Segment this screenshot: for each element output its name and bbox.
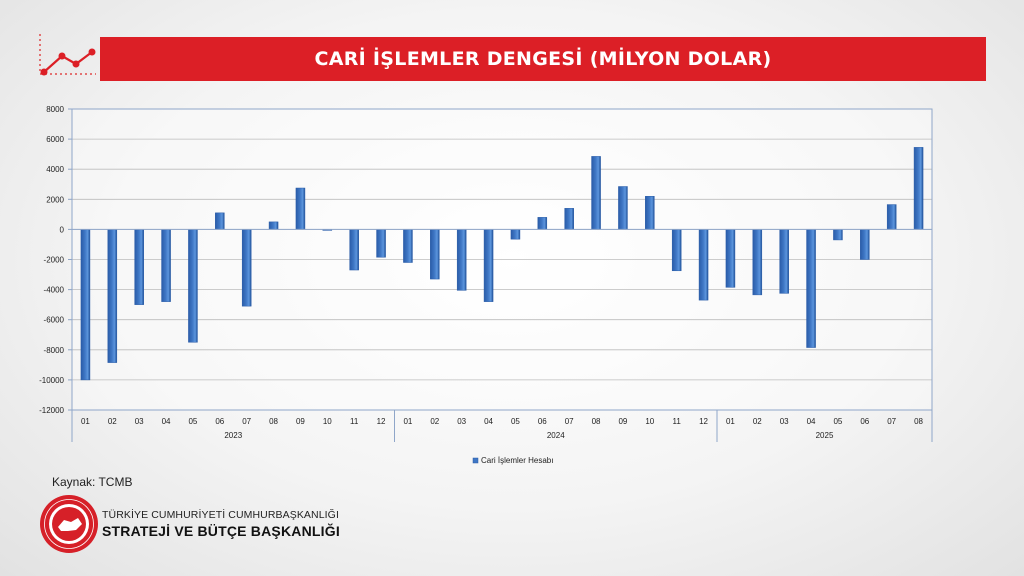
- bar: [833, 229, 843, 241]
- x-tick-label: 09: [618, 417, 627, 426]
- bar: [537, 217, 548, 230]
- x-tick-label: 07: [887, 417, 896, 426]
- y-tick-label: 4000: [46, 165, 64, 174]
- bar: [215, 212, 225, 230]
- bar: [886, 204, 897, 230]
- x-tick-label: 01: [81, 417, 90, 426]
- bar: [376, 229, 386, 258]
- x-tick-label: 06: [538, 417, 547, 426]
- y-tick-label: -6000: [44, 316, 65, 325]
- bar: [241, 229, 252, 307]
- y-tick-label: -4000: [44, 286, 65, 295]
- bar: [80, 229, 91, 381]
- bar: [295, 187, 306, 230]
- group-label: 2023: [224, 431, 242, 440]
- x-tick-label: 06: [860, 417, 869, 426]
- bar: [483, 229, 494, 302]
- x-tick-label: 12: [699, 417, 708, 426]
- source-note: Kaynak: TCMB: [52, 475, 133, 489]
- bar: [645, 196, 655, 230]
- legend-swatch: [472, 457, 479, 464]
- x-tick-label: 04: [807, 417, 816, 426]
- legend-label: Cari İşlemler Hesabı: [481, 456, 553, 465]
- bar: [161, 229, 171, 302]
- x-tick-label: 03: [457, 417, 466, 426]
- y-tick-label: -10000: [39, 376, 64, 385]
- x-tick-label: 01: [726, 417, 735, 426]
- chart-title: CARİ İŞLEMLER DENGESİ (MİLYON DOLAR): [314, 48, 772, 70]
- plot-border: [71, 108, 933, 411]
- line-trend-icon: [39, 34, 96, 76]
- x-tick-label: 08: [914, 417, 923, 426]
- bar: [349, 229, 359, 271]
- bar: [752, 229, 763, 296]
- x-tick-label: 12: [377, 417, 386, 426]
- title-bar: CARİ İŞLEMLER DENGESİ (MİLYON DOLAR): [100, 37, 986, 81]
- bar: [564, 208, 574, 230]
- x-tick-label: 06: [215, 417, 224, 426]
- bar: [591, 156, 601, 230]
- x-tick-label: 05: [833, 417, 842, 426]
- bar: [456, 229, 467, 291]
- org-name-line2: STRATEJİ VE BÜTÇE BAŞKANLIĞI: [102, 523, 340, 539]
- x-tick-label: 03: [135, 417, 144, 426]
- x-tick-label: 05: [511, 417, 520, 426]
- bar: [403, 229, 413, 263]
- org-name-line1: TÜRKİYE CUMHURİYETİ CUMHURBAŞKANLIĞI: [102, 509, 339, 521]
- y-tick-label: 0: [60, 225, 65, 234]
- bar: [268, 221, 279, 230]
- x-tick-label: 11: [673, 417, 682, 426]
- y-tick-label: 8000: [46, 105, 64, 114]
- x-tick-label: 08: [592, 417, 601, 426]
- x-tick-label: 09: [296, 417, 305, 426]
- bar: [107, 229, 118, 363]
- x-tick-label: 01: [403, 417, 412, 426]
- bar: [134, 229, 144, 305]
- bar: [698, 229, 709, 301]
- sbb-seal-logo: [40, 495, 98, 553]
- bar: [671, 229, 682, 272]
- x-tick-label: 04: [162, 417, 171, 426]
- x-tick-label: 07: [242, 417, 251, 426]
- bar: [510, 229, 521, 240]
- y-tick-label: 2000: [46, 195, 64, 204]
- y-tick-label: -8000: [44, 346, 65, 355]
- x-tick-label: 02: [753, 417, 762, 426]
- x-tick-label: 08: [269, 417, 278, 426]
- bar: [618, 186, 628, 230]
- x-tick-label: 10: [645, 417, 654, 426]
- y-tick-label: -12000: [39, 406, 64, 415]
- bar: [779, 229, 789, 294]
- x-tick-label: 10: [323, 417, 332, 426]
- bar: [430, 229, 440, 280]
- x-tick-label: 04: [484, 417, 493, 426]
- y-tick-label: -2000: [44, 256, 65, 265]
- bar: [725, 229, 736, 288]
- x-tick-label: 03: [780, 417, 789, 426]
- x-tick-label: 05: [188, 417, 197, 426]
- group-label: 2024: [547, 431, 565, 440]
- x-tick-label: 11: [350, 417, 359, 426]
- bar: [860, 229, 870, 260]
- y-tick-label: 6000: [46, 135, 64, 144]
- bar: [913, 147, 924, 230]
- bar: [806, 229, 816, 348]
- bar: [188, 229, 198, 343]
- group-label: 2025: [816, 431, 834, 440]
- x-tick-label: 07: [565, 417, 574, 426]
- x-tick-label: 02: [108, 417, 117, 426]
- x-tick-label: 02: [430, 417, 439, 426]
